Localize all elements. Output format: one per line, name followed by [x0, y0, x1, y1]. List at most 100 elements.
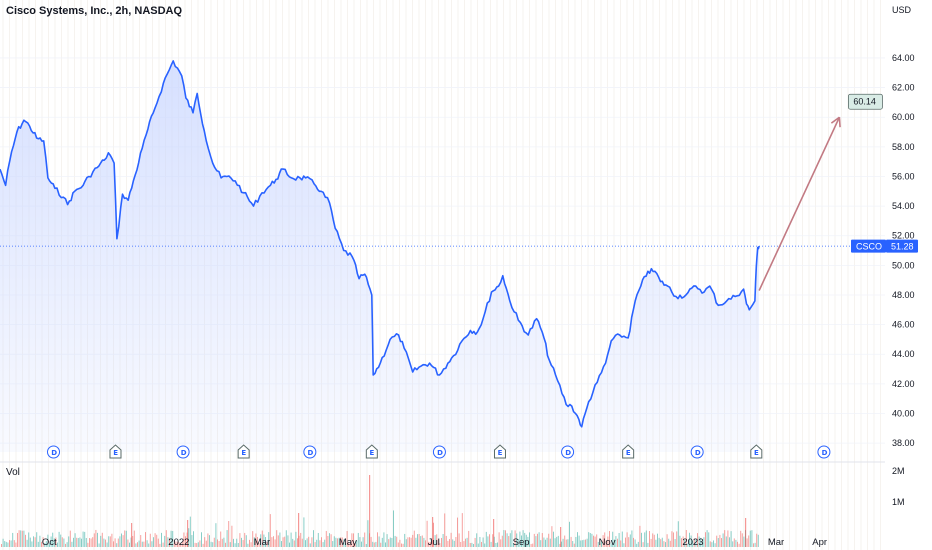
volume-bar [39, 535, 41, 547]
volume-bar [560, 527, 562, 547]
volume-bar [517, 539, 519, 547]
volume-bar [484, 543, 486, 547]
volume-bar [380, 542, 382, 547]
volume-bar [665, 542, 666, 547]
volume-bar [481, 541, 482, 547]
earnings-marker [237, 444, 250, 459]
volume-bar [389, 537, 391, 547]
dividend-marker [47, 445, 61, 459]
volume-bar [682, 536, 684, 547]
volume-bar [284, 536, 286, 547]
volume-bar [673, 532, 674, 547]
price-axis[interactable]: 64.00 62.00 60.00 58.00 56.00 54.00 52.00 50.00… [892, 5, 915, 448]
volume-bar [228, 521, 230, 547]
volume-bar [273, 536, 274, 547]
volume-bar [52, 532, 54, 547]
volume-bar [215, 523, 217, 547]
event-marker-label: E [626, 449, 631, 457]
volume-bar [311, 537, 313, 547]
volume-bar [305, 540, 306, 547]
volume-bar [727, 530, 729, 547]
volume-bar [730, 531, 732, 547]
volume-bar [268, 532, 270, 547]
volume-bar [223, 537, 225, 547]
volume-bar [388, 539, 390, 547]
volume-bar [733, 538, 735, 547]
time-axis[interactable]: Oct 2022 Mar May Jul Sep Nov 2023 Mar Apr [42, 537, 827, 548]
volume-bar [58, 531, 60, 547]
volume-bar [97, 532, 98, 547]
volume-bar [634, 539, 636, 547]
volume-bar [468, 530, 470, 547]
volume-bar [153, 537, 154, 547]
volume-bar [657, 533, 658, 547]
volume-bar [709, 541, 711, 547]
volume-bar [161, 532, 162, 547]
volume-bar [629, 534, 631, 547]
volume-bar [247, 543, 249, 547]
volume-bar [385, 542, 386, 547]
volume-bar [756, 533, 758, 547]
volume-bar [133, 530, 135, 547]
volume-bar [177, 541, 178, 547]
volume-bar [85, 537, 87, 547]
event-marker-label: D [51, 449, 57, 457]
volume-bar [602, 535, 604, 547]
event-markers: EDEDEDEDEDEDED [47, 444, 831, 459]
volume-bar [434, 535, 436, 547]
volume-bar [260, 534, 262, 547]
volume-bar [23, 530, 25, 547]
volume-bar [157, 538, 159, 547]
volume-bar [13, 540, 15, 547]
x-tick-label: Jul [428, 537, 440, 548]
volume-bar [187, 520, 189, 547]
volume-bar [492, 534, 494, 547]
volume-bar [321, 537, 322, 547]
volume-bar [298, 513, 300, 547]
volume-bar [714, 543, 716, 547]
volume-bar [737, 541, 738, 547]
volume-bar [514, 530, 516, 547]
volume-bar [381, 537, 383, 547]
volume-bar [18, 530, 20, 547]
volume-bar [164, 535, 166, 547]
volume-bar [159, 543, 161, 547]
volume-bar [432, 517, 434, 547]
volume-bar [369, 475, 371, 547]
volume-bar [241, 537, 242, 547]
projection-arrow[interactable]: 60.14 [758, 93, 883, 291]
volume-bar [20, 530, 22, 547]
volume-bar [570, 536, 572, 547]
volume-bar [351, 533, 353, 547]
volume-bar [253, 537, 255, 547]
volume-bar [132, 535, 134, 547]
volume-bar [676, 531, 678, 547]
y-tick-label: 50.00 [892, 260, 915, 270]
volume-bar [513, 543, 514, 547]
volume-bar [199, 540, 201, 547]
volume-bar [711, 542, 713, 547]
volume-bar [533, 533, 535, 547]
volume-bar [445, 535, 447, 547]
volume-bar [362, 537, 364, 547]
volume-bar [303, 517, 305, 547]
price-line[interactable] [0, 60, 760, 428]
x-tick-label: Oct [42, 537, 57, 548]
volume-bar [471, 542, 473, 547]
volume-bar [497, 542, 498, 547]
volume-bar [21, 530, 23, 547]
volume-bar [37, 541, 39, 547]
volume-bar [663, 541, 665, 547]
volume-bar [156, 534, 158, 547]
volume-bar [250, 542, 252, 547]
volume-bar [741, 533, 743, 547]
volume-bar [213, 537, 215, 547]
volume-bar [581, 540, 583, 547]
volume-bar [474, 537, 476, 547]
volume-bar [220, 531, 222, 547]
volume-bar [745, 518, 747, 547]
volume-bar [17, 532, 18, 547]
volume-bar [276, 530, 278, 547]
volume-bar [417, 534, 418, 547]
